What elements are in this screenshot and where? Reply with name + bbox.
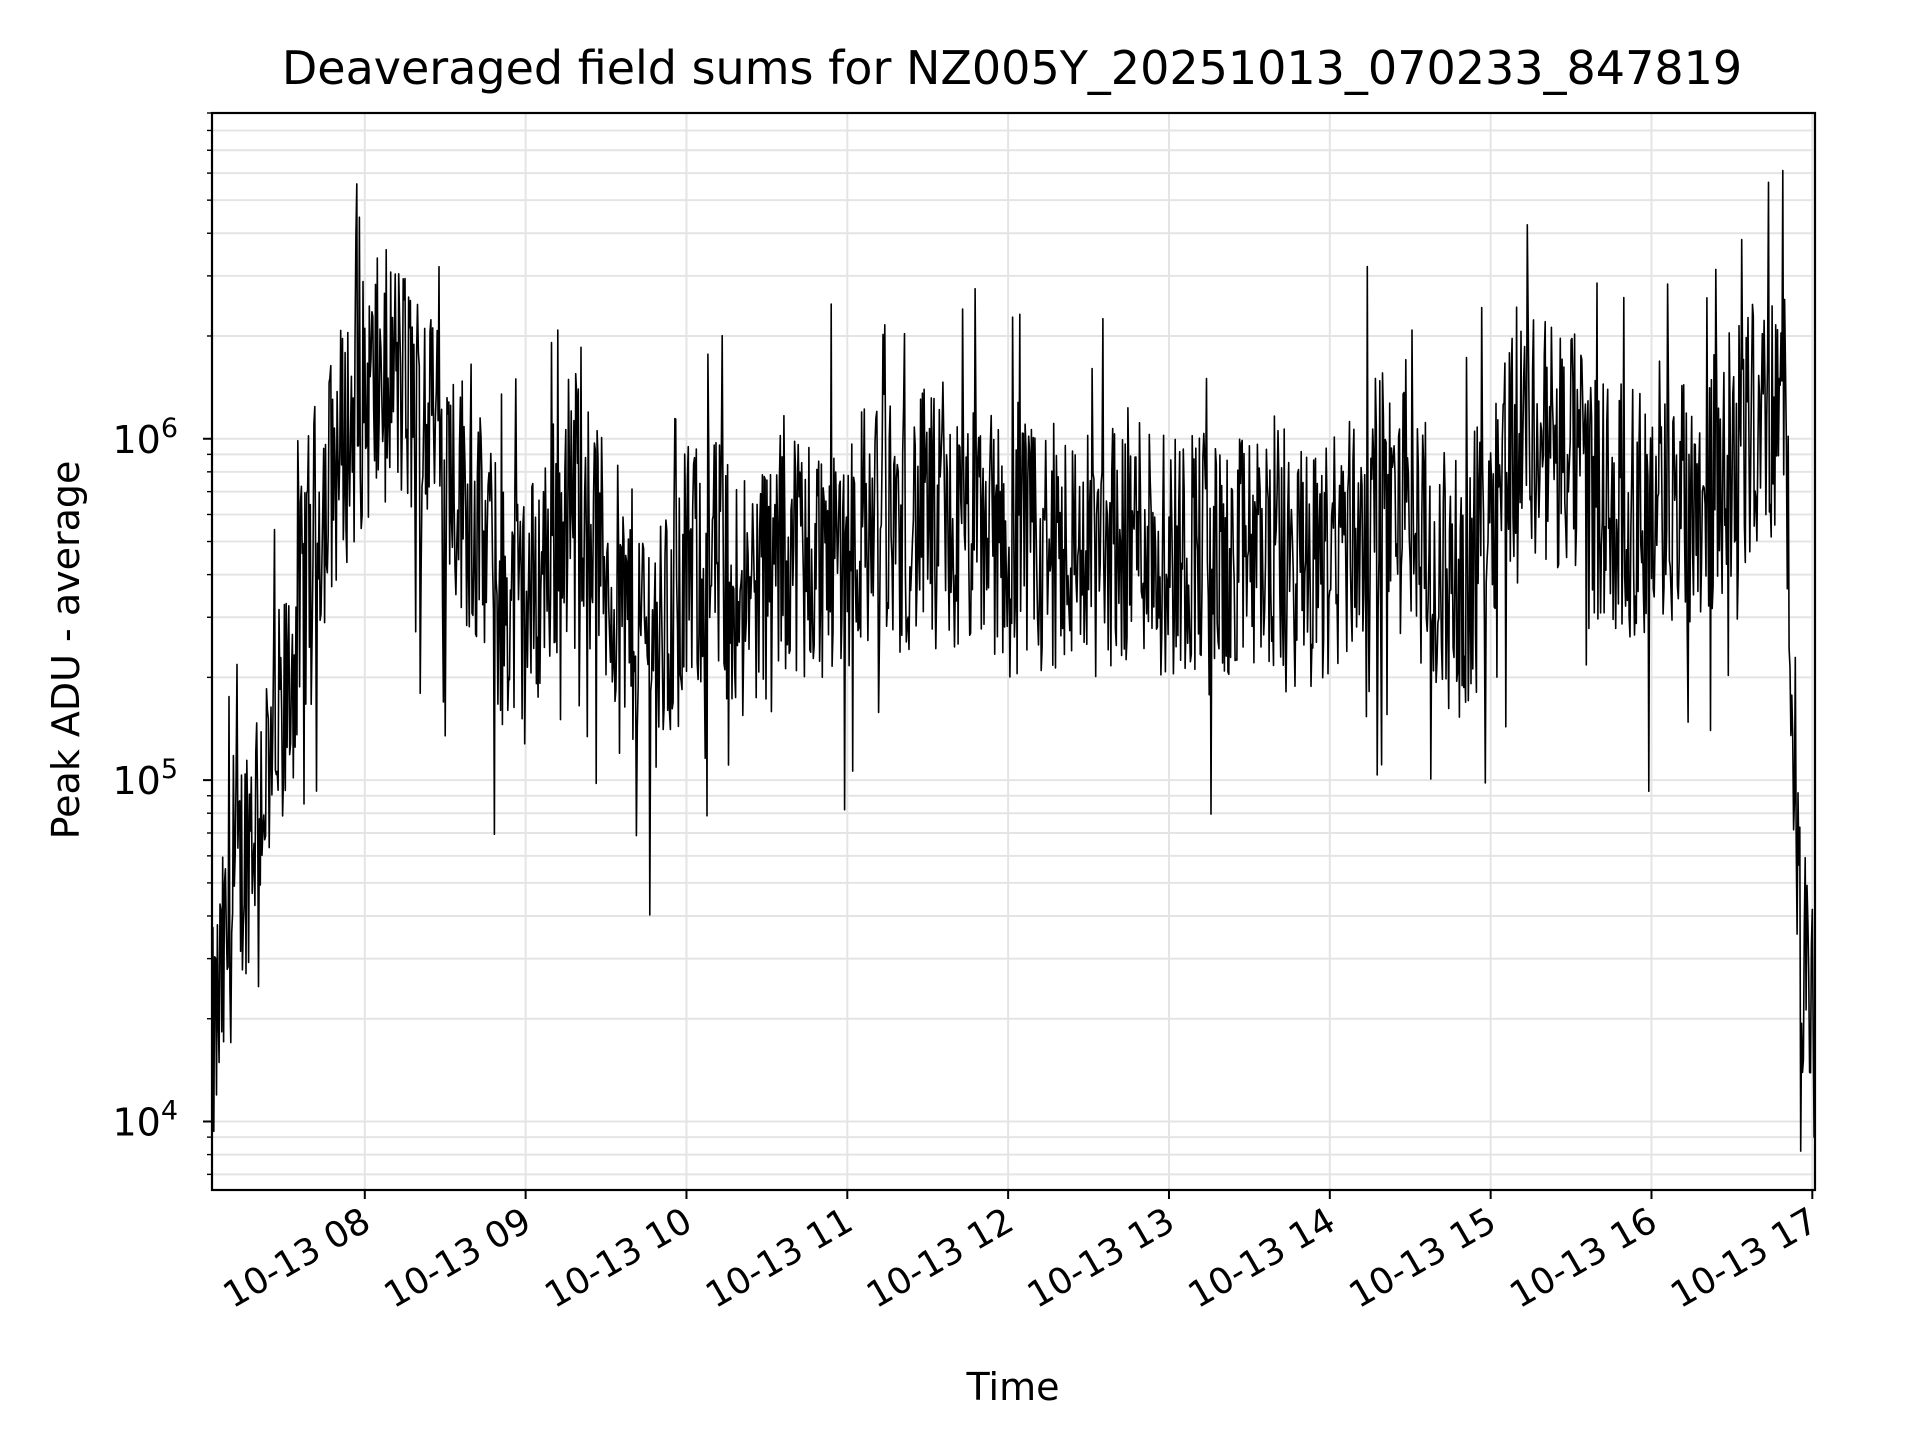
x-axis-label: Time (966, 1365, 1060, 1409)
chart-title: Deaveraged field sums for NZ005Y_2025101… (282, 41, 1742, 95)
x-tick-label: 10-13 15 (1342, 1200, 1503, 1316)
x-tick-label: 10-13 17 (1664, 1200, 1825, 1316)
x-tick-label: 10-13 09 (377, 1200, 538, 1316)
x-tick-label: 10-13 16 (1503, 1200, 1664, 1316)
y-axis-label: Peak ADU - average (44, 461, 88, 840)
grid (212, 112, 1815, 1190)
x-tick-label: 10-13 14 (1182, 1200, 1343, 1316)
y-tick-label: 106 (112, 413, 178, 462)
plot-frame (210, 111, 1817, 1192)
y-tick-label: 104 (112, 1096, 178, 1145)
x-tick-label: 10-13 10 (538, 1200, 699, 1316)
x-tick-label: 10-13 08 (217, 1200, 378, 1316)
y-tick-label: 105 (112, 754, 178, 803)
series-line (211, 169, 1816, 1152)
x-tick-label: 10-13 13 (1021, 1200, 1182, 1316)
x-tick-label: 10-13 12 (860, 1200, 1021, 1316)
x-tick-label: 10-13 11 (699, 1200, 860, 1316)
